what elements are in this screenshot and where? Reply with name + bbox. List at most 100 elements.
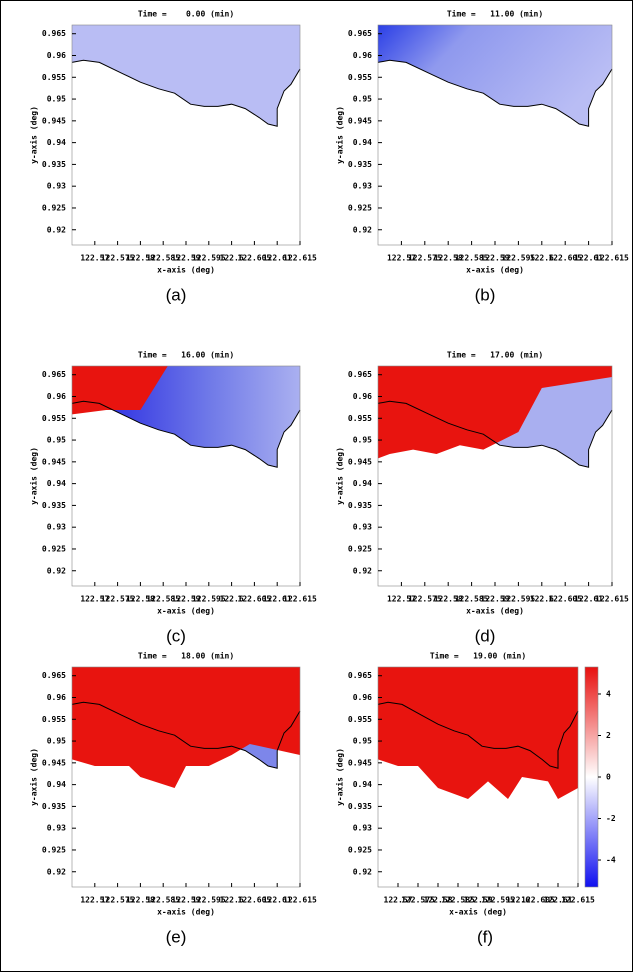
y-tick-label: 0.925 (348, 203, 372, 212)
y-tick-label: 0.935 (348, 160, 372, 169)
y-tick-label: 0.92 (47, 225, 66, 234)
x-tick-label: 122.6 (220, 254, 244, 263)
x-tick-label: 122.59 (481, 595, 510, 604)
x-tick-label: 122.61 (263, 595, 292, 604)
x-tick-label: 122.6 (530, 595, 554, 604)
y-tick-label: 0.955 (42, 414, 66, 423)
x-tick-label: 122.615 (561, 896, 595, 905)
x-tick-label: 122.57 (384, 896, 413, 905)
coastline (71, 400, 301, 468)
y-axis-label: y-axis (deg) (29, 106, 39, 164)
x-tick-label: 122.585 (441, 896, 475, 905)
x-tick-label: 122.58 (434, 254, 463, 263)
y-tick-label: 0.94 (353, 138, 372, 147)
y-tick-label: 0.955 (348, 715, 372, 724)
y-tick-label: 0.95 (353, 95, 372, 104)
x-tick-label: 122.585 (146, 595, 180, 604)
panel-caption: (f) (477, 927, 493, 946)
x-axis-label: x-axis (deg) (157, 606, 215, 616)
panel-title: Time = 19.00 (min) (430, 651, 526, 661)
x-tick-label: 122.585 (455, 254, 489, 263)
x-tick-label: 122.6 (506, 896, 530, 905)
x-tick-label: 122.59 (172, 896, 201, 905)
y-tick-label: 0.93 (353, 824, 372, 833)
y-tick-label: 0.955 (348, 414, 372, 423)
y-tick-label: 0.94 (353, 479, 372, 488)
x-tick-label: 122.605 (238, 254, 272, 263)
x-tick-label: 122.615 (283, 254, 317, 263)
water-field (378, 25, 612, 127)
x-tick-label: 122.605 (548, 595, 582, 604)
x-tick-label: 122.585 (146, 254, 180, 263)
x-axis-label: x-axis (deg) (466, 265, 524, 275)
y-tick-label: 0.945 (348, 758, 372, 767)
x-tick-label: 122.59 (172, 254, 201, 263)
y-tick-label: 0.96 (47, 693, 66, 702)
y-tick-label: 0.93 (47, 824, 66, 833)
y-tick-label: 0.955 (348, 73, 372, 82)
y-tick-label: 0.95 (47, 95, 66, 104)
x-tick-label: 122.57 (80, 254, 109, 263)
x-tick-label: 122.6 (220, 896, 244, 905)
x-tick-label: 122.61 (574, 254, 603, 263)
x-tick-label: 122.59 (172, 595, 201, 604)
y-tick-label: 0.93 (47, 182, 66, 191)
y-tick-label: 0.965 (348, 29, 372, 38)
water-field (72, 366, 168, 415)
x-tick-label: 122.575 (401, 896, 435, 905)
coastline (377, 701, 579, 769)
x-tick-label: 122.61 (574, 595, 603, 604)
x-tick-label: 122.605 (521, 896, 555, 905)
y-tick-label: 0.935 (42, 802, 66, 811)
y-axis-label: y-axis (deg) (335, 748, 345, 806)
panel-caption: (b) (475, 285, 496, 304)
y-tick-label: 0.935 (348, 802, 372, 811)
panel-title: Time = 16.00 (min) (138, 350, 234, 360)
y-tick-label: 0.92 (353, 566, 372, 575)
y-tick-label: 0.945 (42, 758, 66, 767)
x-axis-label: x-axis (deg) (157, 265, 215, 275)
water-field (378, 366, 612, 459)
x-tick-label: 122.615 (283, 896, 317, 905)
x-tick-label: 122.59 (481, 254, 510, 263)
x-tick-label: 122.605 (238, 896, 272, 905)
y-axis-label: y-axis (deg) (29, 748, 39, 806)
y-tick-label: 0.965 (348, 671, 372, 680)
x-tick-label: 122.58 (126, 595, 155, 604)
y-tick-label: 0.96 (353, 693, 372, 702)
x-tick-label: 122.575 (408, 595, 442, 604)
panel-title: Time = 17.00 (min) (447, 350, 543, 360)
y-tick-label: 0.935 (42, 160, 66, 169)
x-tick-label: 122.605 (548, 254, 582, 263)
y-tick-label: 0.95 (353, 436, 372, 445)
x-tick-label: 122.595 (192, 595, 226, 604)
panel-title: Time = 18.00 (min) (138, 651, 234, 661)
water-field (72, 25, 300, 127)
y-tick-label: 0.95 (47, 737, 66, 746)
x-tick-label: 122.595 (502, 254, 536, 263)
x-tick-label: 122.615 (595, 595, 629, 604)
y-tick-label: 0.955 (42, 715, 66, 724)
y-tick-label: 0.95 (47, 436, 66, 445)
x-tick-label: 122.575 (101, 254, 135, 263)
y-tick-label: 0.92 (353, 867, 372, 876)
x-tick-label: 122.595 (502, 595, 536, 604)
y-tick-label: 0.965 (42, 29, 66, 38)
panel-title: Time = 0.00 (min) (138, 9, 234, 19)
colorbar-tick-label: 0 (606, 773, 611, 782)
x-tick-label: 122.595 (481, 896, 515, 905)
water-field (72, 667, 300, 788)
x-tick-label: 122.575 (101, 595, 135, 604)
x-tick-label: 122.575 (408, 254, 442, 263)
y-tick-label: 0.92 (353, 225, 372, 234)
x-axis-label: x-axis (deg) (449, 907, 507, 917)
y-axis-label: y-axis (deg) (29, 447, 39, 505)
y-tick-label: 0.94 (47, 780, 66, 789)
colorbar-tick-label: 2 (606, 731, 611, 740)
colorbar-tick-label: -4 (606, 856, 616, 865)
x-tick-label: 122.58 (434, 595, 463, 604)
x-tick-label: 122.57 (387, 595, 416, 604)
y-tick-label: 0.94 (47, 479, 66, 488)
